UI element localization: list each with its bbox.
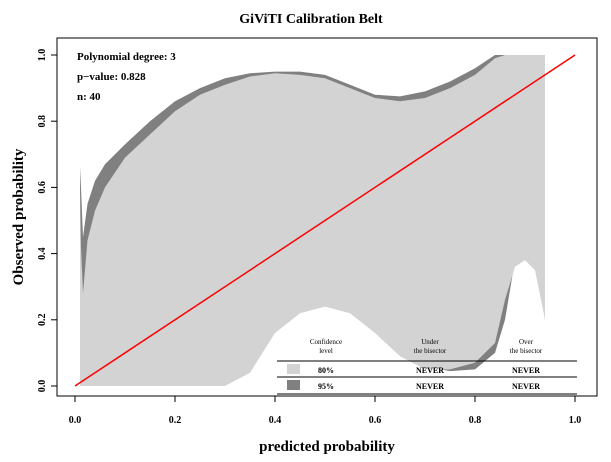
y-tick-label: 0.8 [37,115,48,128]
x-tick-label: 0.0 [69,415,82,426]
legend-table: Confidence level Under the bisector Over… [277,338,577,395]
legend-level-95: 95% [318,382,334,391]
legend-level-80: 80% [318,366,334,375]
y-axis-title: Observed probability [11,148,27,285]
legend-header-confidence-line1: Confidence [310,338,342,346]
legend-header-over-line2: the bisector [510,347,543,355]
x-tick-label: 0.8 [469,415,482,426]
polynomial-degree-text: Polynomial degree: 3 [77,51,176,63]
legend-under-80: NEVER [416,366,444,375]
chart-title: GiViTI Calibration Belt [239,12,383,27]
p-value-text: p−value: 0.828 [77,71,146,83]
y-axis: 0.0 0.2 0.4 0.6 0.8 1.0 [37,49,58,393]
bisector-layer [74,54,576,387]
belts-layer [80,55,545,386]
legend-swatch-80 [287,364,300,374]
n-text: n: 40 [77,91,101,103]
bisector-line [74,54,576,387]
x-axis: 0.0 0.2 0.4 0.6 0.8 1.0 [69,395,582,426]
legend-header-under-line1: Under [421,338,439,346]
legend-over-80: NEVER [512,366,540,375]
legend-under-95: NEVER [416,382,444,391]
y-tick-label: 0.4 [37,247,48,260]
y-tick-label: 0.0 [37,380,48,393]
legend-over-95: NEVER [512,382,540,391]
legend-header-over-line1: Over [519,338,534,346]
belt-80-band [80,55,545,386]
x-axis-title: predicted probability [259,439,395,455]
legend-header-under-line2: the bisector [414,347,447,355]
x-tick-label: 0.2 [169,415,182,426]
y-tick-label: 1.0 [37,49,48,62]
y-tick-label: 0.6 [37,181,48,194]
y-tick-label: 0.2 [37,314,48,327]
x-tick-label: 0.6 [369,415,382,426]
x-tick-label: 1.0 [569,415,582,426]
legend-header-confidence-line2: level [319,347,333,355]
x-tick-label: 0.4 [269,415,282,426]
legend-swatch-95 [287,380,300,390]
